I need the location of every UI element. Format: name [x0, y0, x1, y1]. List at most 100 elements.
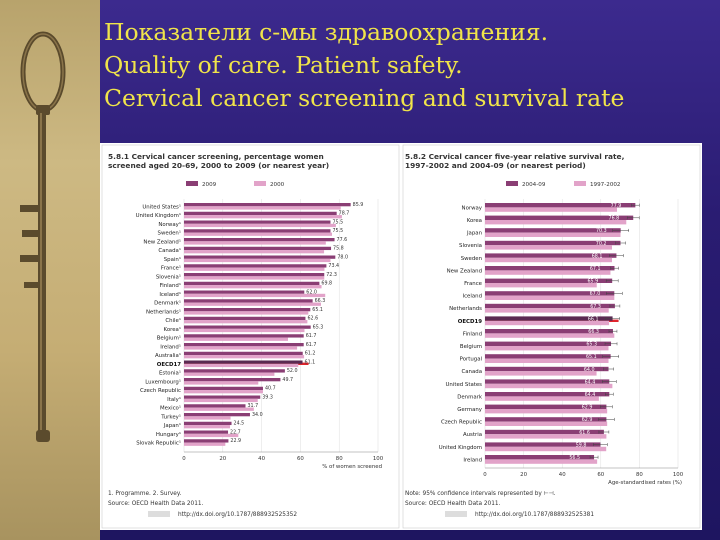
category-label: New Zealand: [447, 268, 482, 274]
bar-secondary: [485, 232, 621, 237]
category-label: Slovenia¹: [156, 273, 181, 280]
bar-primary: [184, 378, 281, 382]
value-label: 62.9: [582, 417, 593, 423]
x-tick-label: 100: [373, 456, 384, 462]
chart-2-title-line: 1997-2002 and 2004-09 (or nearest period…: [405, 161, 586, 170]
x-axis-title: % of women screened: [322, 464, 382, 470]
category-label: United Kingdom: [439, 445, 482, 451]
statlink-badge: [445, 511, 467, 517]
bar-primary: [184, 439, 229, 443]
value-label: 31.7: [247, 403, 258, 409]
category-label: Czech Republic: [140, 388, 181, 394]
legend-label: 1997-2002: [590, 182, 621, 188]
x-tick-label: 60: [597, 472, 604, 478]
bar-primary: [184, 273, 325, 277]
category-label: Norway¹: [158, 221, 181, 228]
bar-secondary: [184, 267, 325, 271]
bar-primary: [184, 421, 232, 426]
chart-1-title-line: screened aged 20-69, 2000 to 2009 (or ne…: [108, 161, 329, 170]
bar-primary: [184, 386, 263, 391]
charts-svg: 5.8.1 Cervical cancer screening, percent…: [101, 144, 701, 529]
bar-primary: [184, 290, 305, 294]
bar-primary: [184, 395, 261, 399]
bar-secondary: [485, 358, 609, 363]
x-axis-title: Age-standardised rates (%): [608, 480, 682, 486]
value-label: 70.2: [596, 241, 607, 247]
bar-primary: [184, 343, 304, 347]
bar-primary: [485, 303, 615, 309]
chart-2-title-line: 5.8.2 Cervical cancer five-year relative…: [405, 152, 625, 161]
category-label: Canada: [461, 369, 482, 375]
value-label: 65.1: [312, 307, 323, 313]
bar-secondary: [184, 372, 275, 376]
bar-secondary: [184, 258, 331, 263]
value-label: 69.8: [321, 281, 332, 287]
value-label: 65.3: [586, 342, 597, 348]
bar-primary: [485, 442, 601, 447]
title-line-3: Cervical cancer screening and survival r…: [104, 84, 625, 112]
chart-2-footnote: Note: 95% confidence intervals represent…: [405, 490, 556, 497]
bar-secondary: [485, 383, 613, 389]
category-label: Portugal: [460, 357, 482, 363]
bar-secondary: [184, 381, 259, 385]
statlink-badge: [148, 511, 170, 517]
category-label: Denmark¹: [154, 300, 181, 307]
x-tick-label: 80: [336, 456, 343, 462]
bar-secondary: [485, 434, 607, 439]
value-label: 22.9: [230, 438, 241, 444]
chart-1-source: Source: OECD Health Data 2011.: [108, 501, 204, 507]
bar-primary: [485, 429, 604, 435]
category-label: Finland¹: [160, 282, 181, 289]
category-label: Turkey¹: [160, 413, 181, 420]
bar-secondary: [184, 276, 325, 280]
bar-primary: [485, 240, 621, 246]
bar-primary: [184, 246, 332, 251]
category-label: Sweden¹: [158, 230, 181, 237]
category-label: United States¹: [142, 203, 181, 210]
value-label: 72.3: [326, 272, 337, 278]
bar-secondary: [485, 245, 612, 250]
bar-secondary: [485, 283, 597, 288]
value-label: 75.8: [333, 246, 344, 252]
category-label: New Zealand¹: [143, 238, 181, 245]
bar-secondary: [485, 333, 615, 338]
value-label: 24.5: [234, 421, 245, 427]
key-photo-strip: [0, 0, 100, 540]
category-label: OECD17: [157, 362, 181, 368]
bar-primary: [184, 238, 335, 242]
bar-secondary: [184, 206, 341, 210]
bar-primary: [184, 220, 331, 224]
bar-secondary: [184, 442, 226, 446]
value-label: 78.7: [339, 211, 350, 217]
category-label: Slovenia: [459, 243, 482, 249]
chart-2-frame: [402, 144, 701, 529]
x-tick-label: 0: [483, 472, 487, 478]
bar-primary: [184, 264, 327, 268]
category-label: Japan: [466, 231, 482, 237]
value-label: 65.1: [586, 354, 597, 360]
chart-1-link: http://dx.doi.org/10.1787/888932525352: [178, 512, 297, 518]
bar-primary: [184, 211, 337, 216]
bar-primary: [184, 203, 351, 207]
category-label: Netherlands: [449, 306, 482, 312]
bar-primary: [485, 228, 621, 233]
x-tick-label: 40: [559, 472, 566, 478]
bar-secondary: [184, 425, 230, 429]
category-label: United States: [445, 382, 482, 388]
category-label: Australia¹: [155, 352, 181, 359]
category-label: Netherlands¹: [146, 308, 181, 315]
bar-primary: [485, 266, 615, 271]
value-label: 62.0: [306, 289, 317, 295]
bar-primary: [485, 278, 613, 283]
bar-secondary: [184, 223, 336, 228]
value-label: 52.0: [287, 368, 298, 374]
bar-primary: [485, 366, 609, 372]
value-label: 68.1: [592, 253, 603, 259]
category-label: Czech Republic: [441, 420, 482, 426]
category-label: Iceland: [462, 294, 482, 300]
x-tick-label: 20: [520, 472, 527, 478]
bar-primary: [184, 299, 313, 303]
value-label: 56.5: [569, 455, 580, 461]
bar-secondary: [184, 355, 305, 359]
value-label: 61.7: [306, 333, 317, 339]
